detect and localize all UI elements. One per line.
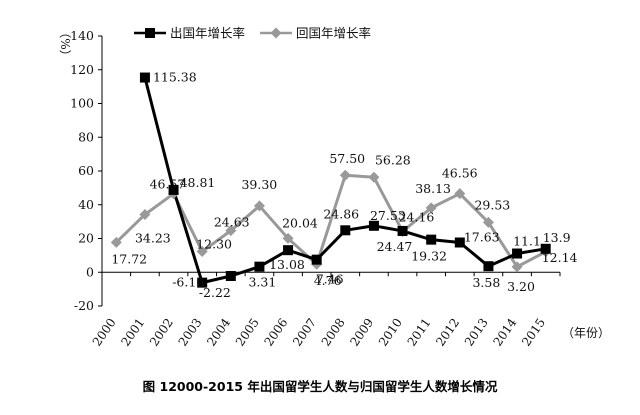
data-point-0: [540, 243, 551, 254]
data-label-0: 17.63: [464, 229, 500, 244]
legend-label: 出国年增长率: [170, 26, 245, 41]
data-point-0: [512, 248, 523, 259]
data-label-0: -2.22: [199, 285, 231, 300]
data-point-1: [225, 225, 237, 237]
legend-marker: [145, 28, 155, 38]
x-tick-label: 2004: [204, 315, 233, 348]
data-label-0: 48.81: [180, 175, 216, 190]
data-label-1: 34.23: [135, 230, 171, 245]
data-label-0: 3.31: [248, 275, 276, 290]
x-tick-label: 2010: [376, 316, 405, 349]
data-label-0: 27.53: [370, 208, 406, 223]
data-label-1: 4.76: [314, 273, 342, 288]
data-label-1: 24.63: [214, 215, 250, 230]
data-point-1: [282, 232, 294, 244]
data-label-0: 13.08: [269, 257, 305, 272]
data-label-0: 24.47: [377, 239, 413, 254]
data-label-1: 3.20: [507, 279, 535, 294]
y-tick-label: 20: [78, 231, 94, 246]
data-label-1: 24.16: [399, 209, 435, 224]
data-point-0: [368, 220, 379, 231]
y-tick-label: 60: [78, 163, 94, 178]
y-tick-label: -20: [74, 298, 94, 313]
data-point-0: [283, 245, 294, 256]
x-tick-label: 2002: [147, 316, 176, 349]
data-label-1: 46.56: [442, 166, 478, 181]
y-tick-label: 80: [78, 129, 94, 144]
legend-label: 回国年增长率: [296, 26, 371, 41]
data-label-0: 19.32: [411, 249, 447, 264]
data-label-1: 12.14: [542, 250, 578, 265]
legend-marker: [270, 27, 282, 39]
data-point-0: [483, 261, 494, 272]
data-point-1: [482, 216, 494, 228]
data-label-1: 57.50: [329, 151, 365, 166]
data-label-1: 39.30: [241, 177, 277, 192]
x-tick-label: 2009: [347, 316, 376, 349]
y-tick-label: 140: [70, 28, 94, 43]
y-axis-title: （%）: [58, 26, 72, 61]
data-point-0: [254, 261, 265, 272]
data-point-0: [340, 225, 351, 236]
data-labels: 115.38 48.81 -6.16-2.22 3.31 13.08 7.46 24.86 2…: [111, 70, 577, 300]
y-tick-label: 0: [86, 264, 94, 279]
x-tick-label: 2014: [491, 315, 520, 348]
data-point-1: [425, 202, 437, 214]
data-label-1: 12.30: [196, 236, 232, 251]
figure-caption: 图 12000-2015 年出国留学生人数与归国留学生人数增长情况: [142, 379, 498, 394]
data-label-1: 29.53: [474, 197, 510, 212]
data-point-1: [368, 171, 380, 183]
y-tick-label: 40: [78, 197, 94, 212]
data-point-0: [197, 277, 208, 288]
series-markers: [110, 72, 552, 288]
y-axis-label: （%）: [58, 26, 72, 61]
x-tick-label: 2015: [519, 316, 548, 349]
data-label-1: 20.04: [282, 215, 318, 230]
data-label-1: 56.28: [375, 152, 411, 167]
x-tick-label: 2012: [433, 316, 462, 349]
data-point-0: [225, 270, 236, 281]
data-point-0: [311, 254, 322, 265]
data-label-1: 38.13: [415, 181, 451, 196]
y-tick-label: 100: [70, 96, 94, 111]
data-label-1: 17.72: [111, 251, 147, 266]
x-tick-label: 2001: [118, 316, 147, 349]
data-label-0: 7.46: [316, 272, 344, 287]
data-point-0: [168, 184, 179, 195]
data-point-1: [196, 245, 208, 257]
data-point-1: [339, 169, 351, 181]
data-point-0: [139, 72, 150, 83]
series-line-1: [115, 173, 547, 269]
x-tick-label: 2007: [290, 316, 319, 349]
data-point-0: [454, 237, 465, 248]
x-tick-label: 2000: [90, 316, 119, 349]
data-label-0: 115.38: [153, 70, 197, 85]
data-label-0: 11.1: [513, 234, 541, 249]
data-point-1: [253, 200, 265, 212]
chart-legend: 出国年增长率 回国年增长率: [134, 26, 371, 41]
data-point-1: [511, 261, 523, 273]
data-label-0: -6.16: [172, 275, 204, 290]
x-tick-label: 2008: [319, 316, 348, 349]
data-label-0: 3.58: [472, 275, 500, 290]
x-axis-title: （年份）: [562, 326, 610, 340]
x-tick-label: 2013: [462, 316, 491, 349]
data-point-1: [139, 208, 151, 220]
y-tick-label: 120: [70, 62, 94, 77]
x-tick-label: 2006: [262, 316, 291, 349]
x-tick-label: 2005: [233, 316, 262, 349]
data-point-0: [397, 225, 408, 236]
data-label-0: 24.86: [323, 206, 359, 221]
data-point-1: [454, 188, 466, 200]
x-tick-label: 2003: [176, 316, 205, 349]
data-point-1: [110, 236, 122, 248]
data-label-0: 13.9: [543, 230, 571, 245]
data-point-0: [426, 234, 437, 245]
x-axis-label: （年份）: [562, 326, 610, 340]
data-label-1: 46.57: [150, 177, 186, 192]
x-tick-label: 2011: [405, 316, 434, 349]
